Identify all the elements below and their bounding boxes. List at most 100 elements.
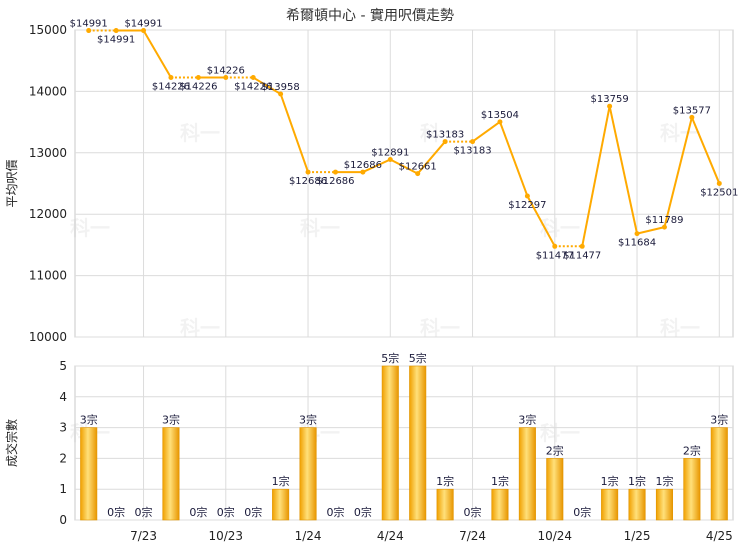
price-y-tick: 10000 xyxy=(29,330,67,344)
price-point xyxy=(689,114,695,120)
volume-bar xyxy=(272,488,290,521)
volume-bar-label: 0宗 xyxy=(189,505,207,519)
volume-bar xyxy=(628,488,646,521)
price-point xyxy=(360,169,366,175)
volume-bar-label: 0宗 xyxy=(244,505,262,519)
price-label: $12297 xyxy=(508,200,546,211)
volume-bar-label: 3宗 xyxy=(162,413,180,427)
volume-bar-label: 3宗 xyxy=(518,413,536,427)
volume-bar-label: 1宗 xyxy=(655,474,673,488)
volume-bar xyxy=(710,427,728,521)
price-label: $11477 xyxy=(563,250,601,261)
volume-bar-label: 0宗 xyxy=(354,505,372,519)
price-label: $12686 xyxy=(344,160,382,171)
volume-bar-label: 3宗 xyxy=(710,413,728,427)
volume-bar-label: 0宗 xyxy=(217,505,235,519)
volume-y-tick: 5 xyxy=(59,359,67,373)
price-y-tick: 13000 xyxy=(29,146,67,160)
price-label: $14226 xyxy=(234,82,272,93)
price-line-segment xyxy=(142,30,172,79)
price-point xyxy=(168,75,174,81)
volume-bar-label: 0宗 xyxy=(573,505,591,519)
volume-bar-labels: 3宗 0宗 0宗 3宗 0宗 0宗 0宗 1宗 3宗 0宗 0宗 5宗 5宗 1宗 0宗 1宗 3宗 2宗 0宗 1宗… xyxy=(80,351,729,519)
volume-bar-label: 3宗 xyxy=(299,413,317,427)
volume-bar xyxy=(491,488,509,521)
volume-bar-label: 0宗 xyxy=(135,505,153,519)
volume-y-tick: 0 xyxy=(59,513,67,527)
x-tick-label: 4/25 xyxy=(706,529,733,543)
volume-bar xyxy=(381,365,399,521)
x-tick-label: 10/23 xyxy=(208,529,243,543)
price-point xyxy=(634,231,640,237)
price-line-segment xyxy=(389,158,419,175)
price-line-segment xyxy=(499,121,529,197)
volume-bar xyxy=(409,365,427,521)
volume-bar-label: 2宗 xyxy=(683,443,701,457)
price-labels: $14991$14991$14991$14226$14226$14226$142… xyxy=(70,19,739,262)
volume-bar xyxy=(546,458,564,521)
price-label: $11684 xyxy=(618,238,656,249)
volume-bar-label: 1宗 xyxy=(491,474,509,488)
volume-bar xyxy=(436,488,454,521)
price-point xyxy=(470,139,476,145)
price-label: $12686 xyxy=(289,176,327,187)
volume-y-tick: 3 xyxy=(59,421,67,435)
volume-y-tick: 4 xyxy=(59,390,67,404)
volume-bar-label: 0宗 xyxy=(464,505,482,519)
price-line-segment xyxy=(416,140,446,175)
price-point xyxy=(524,193,530,199)
price-point xyxy=(86,28,92,34)
volume-bar xyxy=(80,427,98,521)
chart-title: 希爾頓中心 - 實用呎價走勢 xyxy=(286,7,454,24)
volume-y-tick: 1 xyxy=(59,482,67,496)
x-tick-label: 1/24 xyxy=(295,529,322,543)
price-label: $13183 xyxy=(426,130,464,141)
price-line-segment xyxy=(608,105,639,234)
volume-bar xyxy=(518,427,536,521)
price-line-segment xyxy=(362,158,391,173)
watermark-text: 科一 xyxy=(70,216,110,240)
price-y-tick: 11000 xyxy=(29,269,67,283)
price-point xyxy=(332,169,338,175)
watermark-text: 科一 xyxy=(540,421,580,445)
x-tick-label: 7/23 xyxy=(130,529,157,543)
volume-bar xyxy=(601,488,619,521)
price-point xyxy=(579,243,585,249)
volume-bar-label: 1宗 xyxy=(601,474,619,488)
price-point xyxy=(113,28,119,34)
x-tick-label: 10/24 xyxy=(537,529,572,543)
watermark-text: 科一 xyxy=(540,216,580,240)
volume-bar xyxy=(683,458,701,521)
price-line-segment xyxy=(663,117,693,228)
y-tick-labels: 10000 11000 12000 13000 14000 15000 0 1 2 3 4 5 xyxy=(29,23,67,527)
price-point xyxy=(552,243,558,249)
price-point xyxy=(607,103,613,109)
price-point xyxy=(497,119,503,125)
price-label: $14226 xyxy=(152,82,190,93)
price-label: $14991 xyxy=(124,19,162,30)
price-label: $11477 xyxy=(536,250,574,261)
volume-bars xyxy=(80,365,728,521)
price-point xyxy=(387,156,393,162)
price-grid xyxy=(74,29,734,338)
price-label: $14226 xyxy=(179,82,217,93)
x-tick-label: 7/24 xyxy=(459,529,486,543)
volume-bar xyxy=(655,488,673,521)
price-y-tick: 12000 xyxy=(29,207,67,221)
price-label: $13183 xyxy=(453,146,491,157)
volume-bar-label: 1宗 xyxy=(628,474,646,488)
price-axis-title: 平均呎價 xyxy=(5,159,19,207)
price-line-segment xyxy=(252,76,282,95)
price-label: $12501 xyxy=(700,187,738,198)
volume-bar-label: 5宗 xyxy=(409,351,427,365)
x-tick-labels: 7/23 10/23 1/24 4/24 7/24 10/24 1/25 4/25 xyxy=(130,529,733,543)
price-label: $13577 xyxy=(673,105,711,116)
watermark-text: 科一 xyxy=(180,121,220,145)
volume-y-tick: 2 xyxy=(59,451,67,465)
price-plot-frame xyxy=(74,29,734,338)
watermark-text: 科一 xyxy=(660,316,700,340)
price-point xyxy=(278,91,284,97)
price-point xyxy=(716,180,722,186)
volume-bar-label: 5宗 xyxy=(381,351,399,365)
